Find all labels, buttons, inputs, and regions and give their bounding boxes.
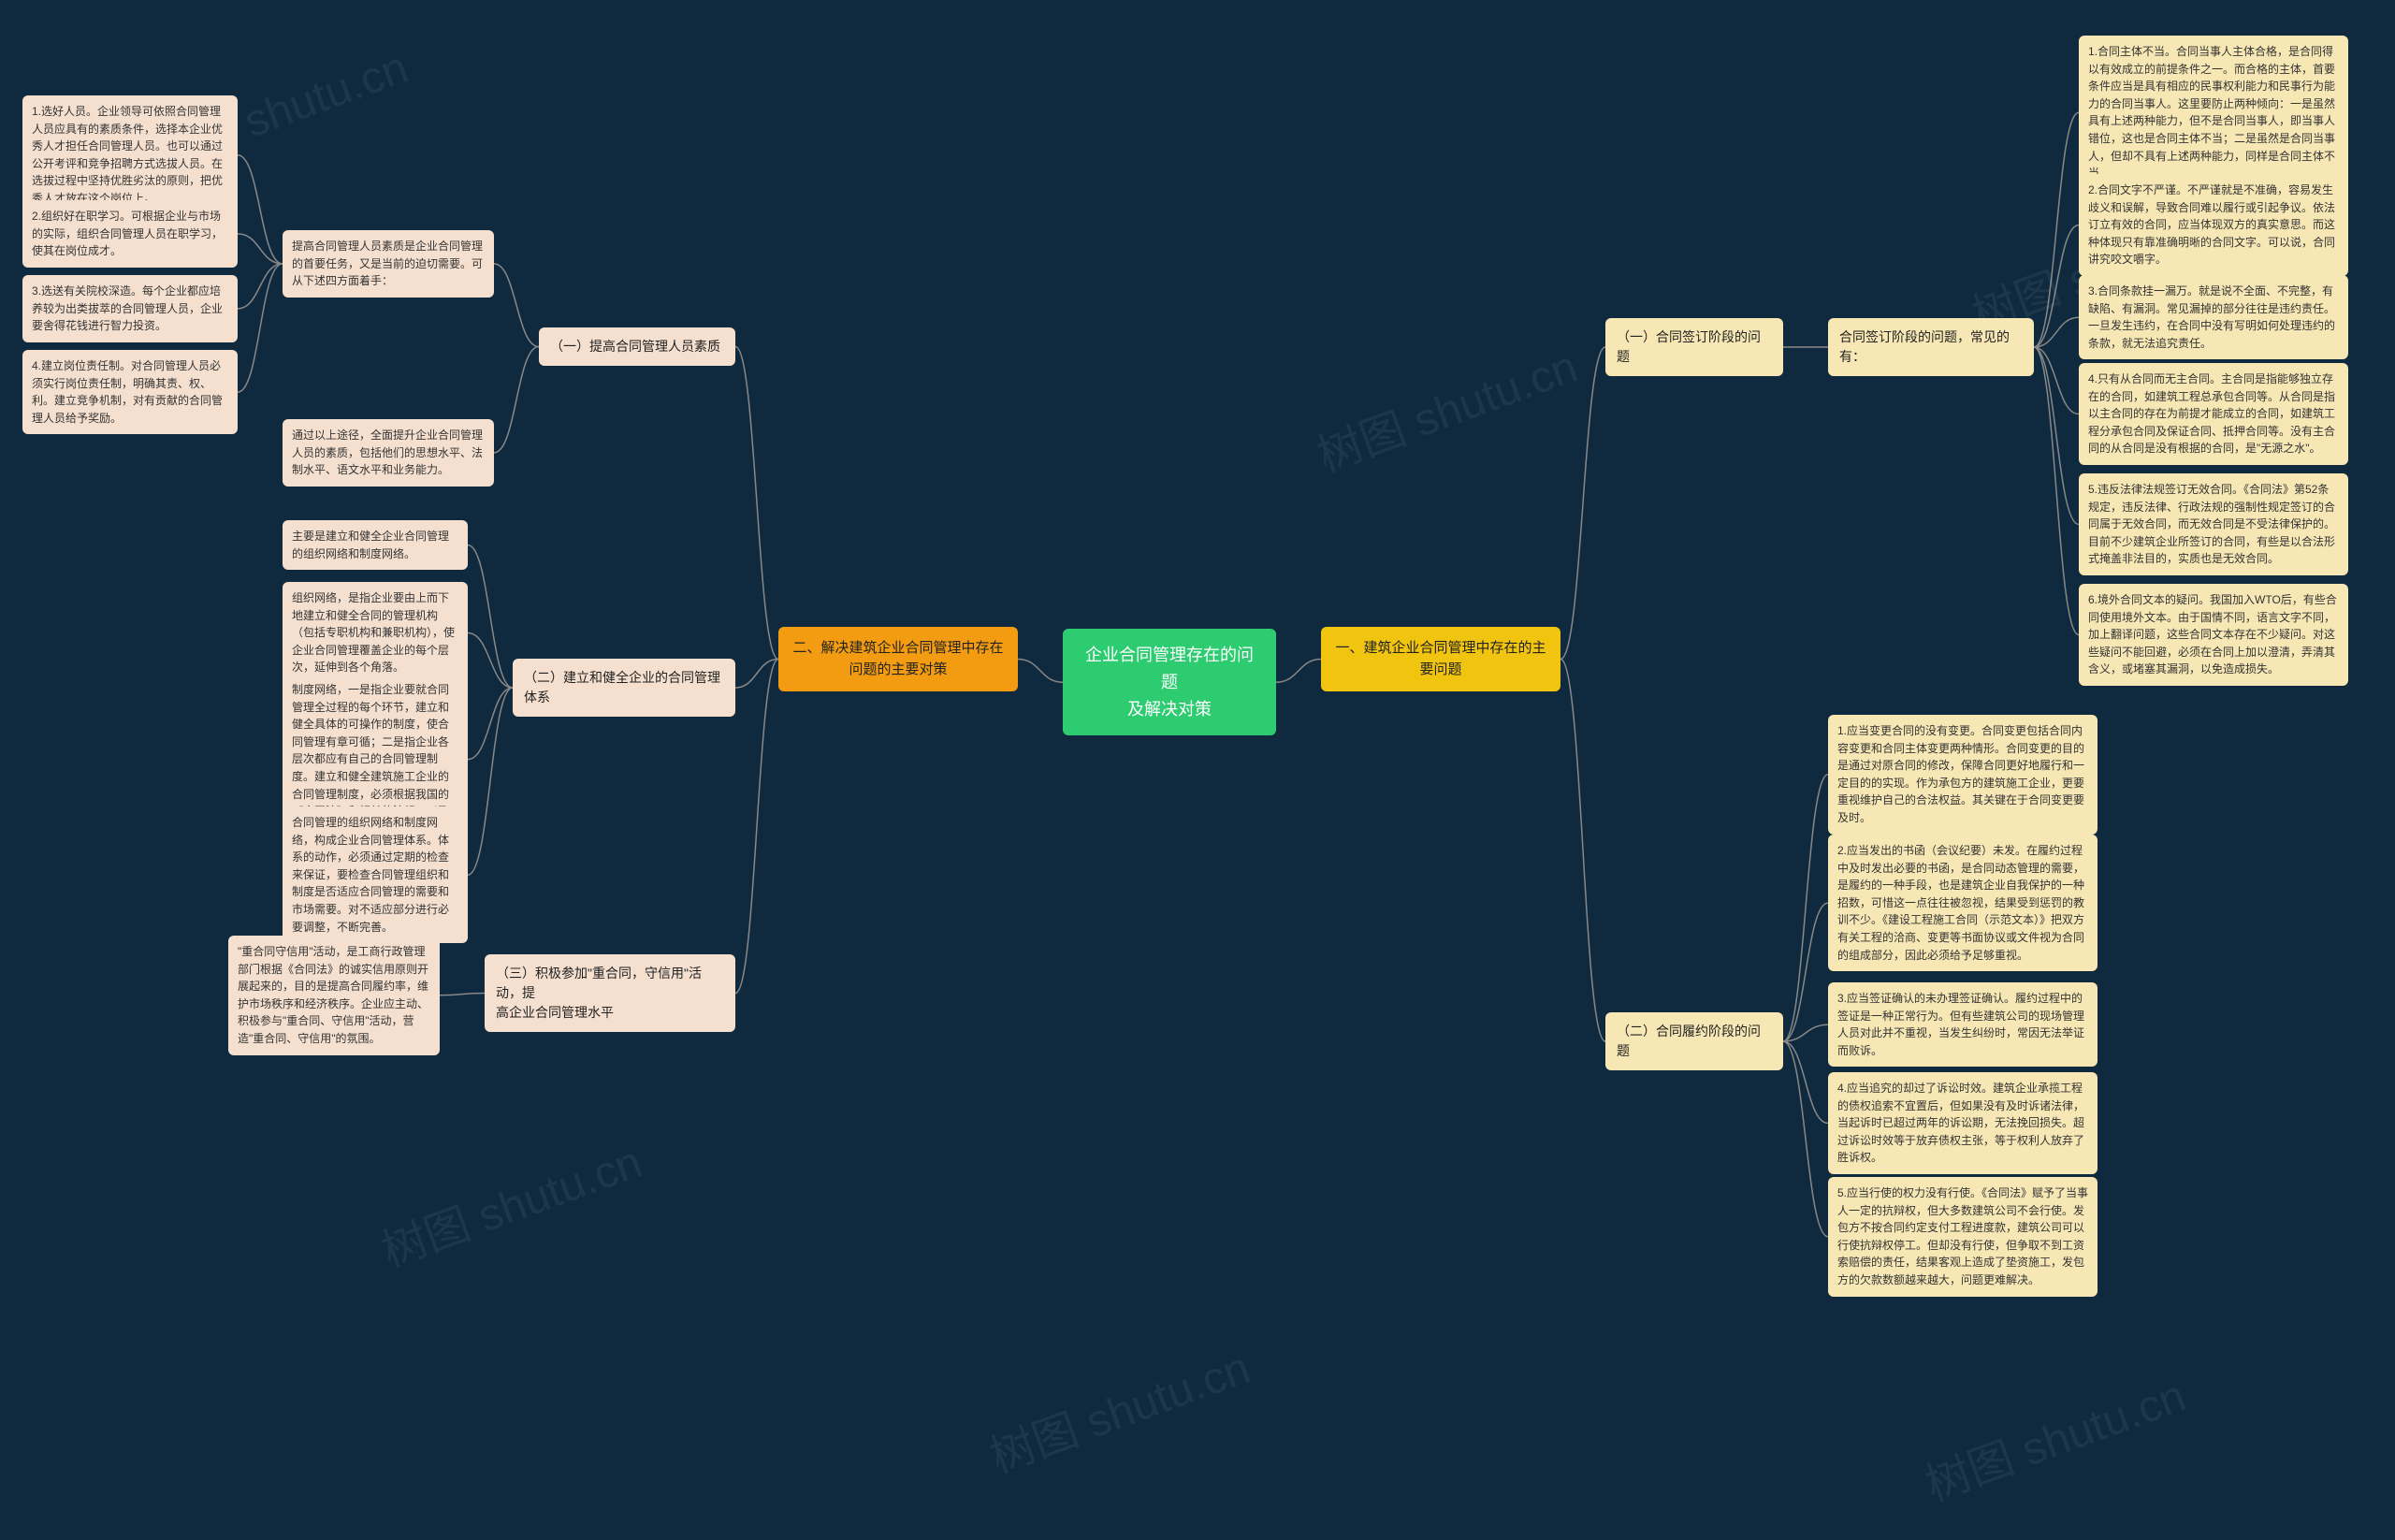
node-l1_summary: 通过以上途径，全面提升企业合同管理人员的素质，包括他们的思想水平、法制水平、语文…: [283, 419, 494, 487]
edge-r1_detail-r1_3: [2034, 317, 2079, 347]
edge-branch_left-l1: [735, 347, 778, 660]
edge-r2-r2_4: [1783, 1041, 1828, 1123]
watermark: 树图 shutu.cn: [980, 1330, 1257, 1485]
edge-r2-r2_2: [1783, 903, 1828, 1041]
node-center: 企业合同管理存在的问题及解决对策: [1063, 629, 1276, 735]
edge-l1-l1_detail: [494, 264, 539, 347]
edge-r1_detail-r1_4: [2034, 347, 2079, 414]
node-r2_2: 2.应当发出的书函（会议纪要）未发。在履约过程中及时发出必要的书函，是合同动态管…: [1828, 835, 2097, 971]
edge-l2-l2_2: [468, 632, 513, 688]
edge-l1_detail-l1_3: [238, 264, 283, 309]
node-l1: （一）提高合同管理人员素质: [539, 327, 735, 366]
edge-r1_detail-r1_5: [2034, 347, 2079, 524]
node-r1_5: 5.违反法律法规签订无效合同。《合同法》第52条规定，违反法律、行政法规的强制性…: [2079, 473, 2348, 575]
node-r1_2: 2.合同文字不严谨。不严谨就是不准确，容易发生歧义和误解，导致合同难以履行或引起…: [2079, 174, 2348, 276]
edge-r1_detail-r1_2: [2034, 225, 2079, 347]
node-r1_detail: 合同签订阶段的问题，常见的有：: [1828, 318, 2034, 376]
edge-l3-l3_1: [440, 994, 485, 995]
watermark: 树图 shutu.cn: [371, 1125, 649, 1279]
node-l3_1: "重合同守信用"活动，是工商行政管理部门根据《合同法》的诚实信用原则开展起来的，…: [228, 936, 440, 1055]
edge-l2-l2_4: [468, 688, 513, 875]
node-r1_4: 4.只有从合同而无主合同。主合同是指能够独立存在的合同，如建筑工程总承包合同等。…: [2079, 363, 2348, 465]
edge-l1-l1_summary: [494, 347, 539, 453]
edge-l2-l2_3: [468, 688, 513, 760]
node-l1_detail: 提高合同管理人员素质是企业合同管理的首要任务，又是当前的迫切需要。可从下述四方面…: [283, 230, 494, 298]
edge-r1_detail-r1_6: [2034, 347, 2079, 634]
edge-center-branch_left: [1018, 660, 1063, 683]
edge-r2-r2_1: [1783, 775, 1828, 1041]
edge-l1_detail-l1_2: [238, 234, 283, 264]
node-r2_5: 5.应当行使的权力没有行使。《合同法》赋予了当事人一定的抗辩权，但大多数建筑公司…: [1828, 1177, 2097, 1297]
watermark: 树图 shutu.cn: [1915, 1358, 2193, 1513]
edge-branch_left-l3: [735, 660, 778, 994]
node-l1_2: 2.组织好在职学习。可根据企业与市场的实际，组织合同管理人员在职学习，使其在岗位…: [22, 200, 238, 268]
node-r2: （二）合同履约阶段的问题: [1605, 1012, 1783, 1070]
node-r2_3: 3.应当签证确认的未办理签证确认。履约过程中的签证是一种正常行为。但有些建筑公司…: [1828, 982, 2097, 1067]
node-r1_3: 3.合同条款挂一漏万。就是说不全面、不完整，有缺陷、有漏洞。常见漏掉的部分往往是…: [2079, 275, 2348, 359]
node-l1_4: 4.建立岗位责任制。对合同管理人员必须实行岗位责任制，明确其责、权、利。建立竞争…: [22, 350, 238, 434]
node-l2_2: 组织网络，是指企业要由上而下地建立和健全合同的管理机构（包括专职机构和兼职机构）…: [283, 582, 468, 684]
edge-r1_detail-r1_1: [2034, 112, 2079, 347]
node-r1: （一）合同签订阶段的问题: [1605, 318, 1783, 376]
node-l2: （二）建立和健全企业的合同管理体系: [513, 659, 735, 717]
edge-l1_detail-l1_1: [238, 155, 283, 264]
node-l1_1: 1.选好人员。企业领导可依照合同管理人员应具有的素质条件，选择本企业优秀人才担任…: [22, 95, 238, 215]
node-l1_3: 3.选送有关院校深造。每个企业都应培养较为出类拔萃的合同管理人员，企业要舍得花钱…: [22, 275, 238, 342]
node-r2_1: 1.应当变更合同的没有变更。合同变更包括合同内容变更和合同主体变更两种情形。合同…: [1828, 715, 2097, 835]
node-branch_left: 二、解决建筑企业合同管理中存在问题的主要对策: [778, 627, 1018, 691]
node-branch_right: 一、建筑企业合同管理中存在的主要问题: [1321, 627, 1560, 691]
edge-branch_left-l2: [735, 660, 778, 689]
watermark: 树图 shutu.cn: [1307, 329, 1585, 484]
edge-branch_right-r2: [1560, 660, 1605, 1042]
edge-r2-r2_5: [1783, 1041, 1828, 1237]
node-r2_4: 4.应当追究的却过了诉讼时效。建筑企业承揽工程的债权追索不宜置后，但如果没有及时…: [1828, 1072, 2097, 1174]
node-r1_1: 1.合同主体不当。合同当事人主体合格，是合同得以有效成立的前提条件之一。而合格的…: [2079, 36, 2348, 190]
node-r1_6: 6.境外合同文本的疑问。我国加入WTO后，有些合同使用境外文本。由于国情不同，语…: [2079, 584, 2348, 686]
edge-r2-r2_3: [1783, 1024, 1828, 1041]
node-l2_4: 合同管理的组织网络和制度网络，构成企业合同管理体系。体系的动作，必须通过定期的检…: [283, 806, 468, 943]
node-l3: （三）积极参加"重合同，守信用"活动，提高企业合同管理水平: [485, 954, 735, 1032]
node-l2_1: 主要是建立和健全企业合同管理的组织网络和制度网络。: [283, 520, 468, 570]
edge-l1_detail-l1_4: [238, 264, 283, 392]
edge-l2-l2_1: [468, 545, 513, 688]
edge-branch_right-r1: [1560, 347, 1605, 660]
edge-center-branch_right: [1276, 660, 1321, 683]
